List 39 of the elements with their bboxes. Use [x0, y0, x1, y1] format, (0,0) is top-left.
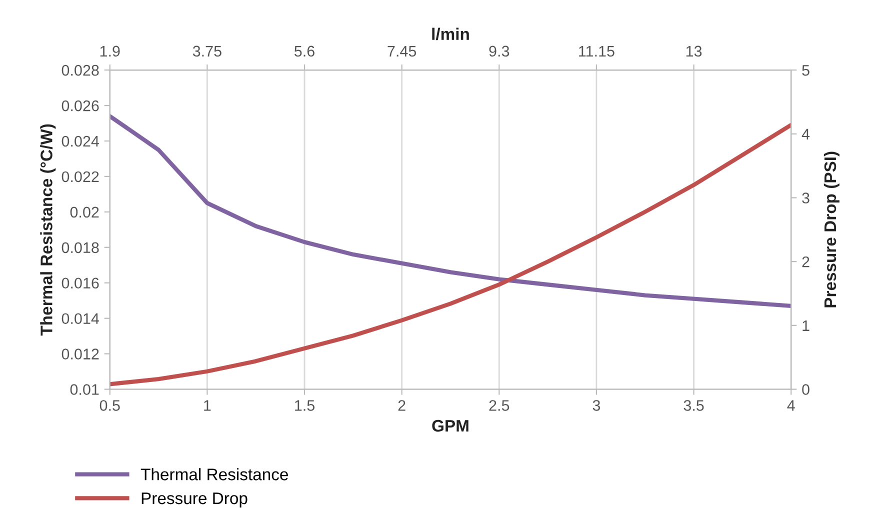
x-tick-label: 2.5 — [489, 400, 510, 411]
x-tick-label: 2 — [398, 400, 406, 411]
x-tick-label: 3 — [592, 400, 600, 411]
y2-tick-label: 3 — [802, 192, 810, 204]
x-tick-label: 0.5 — [100, 400, 120, 411]
y-tick-label: 0.018 — [62, 242, 99, 254]
y-tick-label: 0.026 — [62, 100, 99, 112]
y-tick-label: 0.022 — [62, 171, 99, 182]
y-tick-label: 0.01 — [70, 384, 99, 395]
x2-tick-label: 9.3 — [489, 46, 510, 57]
y2-tick-label: 5 — [802, 65, 810, 76]
y-tick-label: 0.02 — [70, 206, 99, 218]
x2-axis-title: l/min — [432, 28, 469, 40]
x-tick-label: 1 — [204, 400, 211, 411]
y2-tick-label: 4 — [802, 128, 810, 140]
y2-tick-label: 2 — [802, 256, 810, 268]
x-tick-label: 1.5 — [295, 400, 314, 411]
y-tick-label: 0.028 — [62, 64, 99, 76]
y-tick-label: 0.012 — [62, 348, 99, 360]
x-tick-label: 3.5 — [684, 400, 704, 411]
x2-tick-label: 11.15 — [579, 46, 614, 57]
x2-tick-label: 5.6 — [294, 46, 314, 57]
x2-tick-label: 13 — [686, 46, 702, 57]
y-tick-label: 0.024 — [62, 136, 100, 147]
y-tick-label: 0.014 — [62, 313, 100, 324]
y-tick-label: 0.016 — [62, 278, 99, 289]
x-tick-label: 4 — [787, 400, 795, 411]
x-axis-title: GPM — [432, 420, 468, 432]
y-axis-title: Thermal Resistance (°C/W) — [40, 124, 56, 336]
x2-tick-label: 3.75 — [192, 46, 222, 57]
legend-label: Pressure Drop — [142, 492, 248, 508]
x2-tick-label: 7.45 — [388, 46, 416, 57]
line-series — [110, 122, 792, 386]
legend-label: Thermal Resistance — [140, 468, 288, 480]
y2-tick-label: 0 — [802, 384, 810, 395]
y2-tick-label: 1 — [802, 320, 810, 331]
line-series — [110, 114, 792, 308]
y2-axis-title: Pressure Drop (PSI) — [824, 152, 840, 308]
x2-tick-label: 1.9 — [100, 46, 120, 57]
